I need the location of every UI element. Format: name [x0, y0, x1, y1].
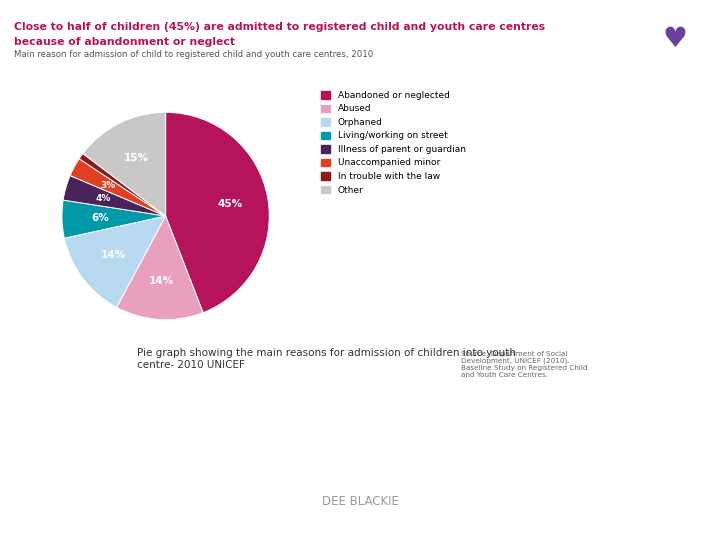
Text: 14%: 14%: [101, 251, 126, 260]
Wedge shape: [64, 216, 166, 307]
Text: Source: Department of Social
Development, UNICEF (2010).
Baseline Study on Regis: Source: Department of Social Development…: [461, 351, 588, 379]
Text: DEE BLACKIE: DEE BLACKIE: [322, 495, 398, 508]
Wedge shape: [166, 112, 269, 313]
Legend: Abandoned or neglected, Abused, Orphaned, Living/working on street, Illness of p: Abandoned or neglected, Abused, Orphaned…: [321, 91, 466, 194]
Wedge shape: [70, 159, 166, 216]
Text: because of abandonment or neglect: because of abandonment or neglect: [14, 37, 235, 47]
Wedge shape: [79, 153, 166, 216]
Text: Close to half of children (45%) are admitted to registered child and youth care : Close to half of children (45%) are admi…: [14, 22, 546, 32]
Text: 4%: 4%: [95, 194, 110, 202]
Wedge shape: [63, 176, 166, 216]
Text: 15%: 15%: [124, 152, 149, 163]
Text: Pie graph showing the main reasons for admission of children into youth
centre- : Pie graph showing the main reasons for a…: [137, 348, 516, 370]
Text: 45%: 45%: [217, 199, 243, 209]
Text: 6%: 6%: [91, 213, 109, 223]
Wedge shape: [62, 200, 166, 238]
Text: 3%: 3%: [100, 180, 116, 190]
Text: Main reason for admission of child to registered child and youth care centres, 2: Main reason for admission of child to re…: [14, 50, 374, 59]
Wedge shape: [117, 216, 203, 320]
Text: ♥: ♥: [662, 25, 688, 53]
Text: 14%: 14%: [149, 276, 174, 286]
Wedge shape: [83, 112, 166, 216]
